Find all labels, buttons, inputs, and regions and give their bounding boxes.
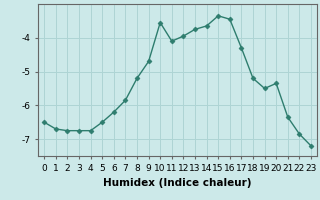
X-axis label: Humidex (Indice chaleur): Humidex (Indice chaleur) [103, 178, 252, 188]
